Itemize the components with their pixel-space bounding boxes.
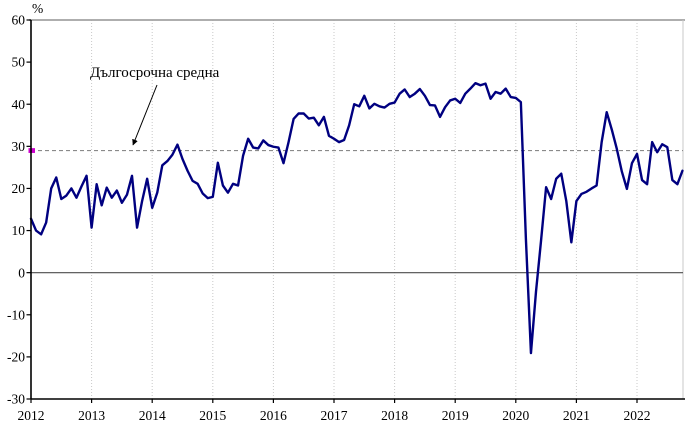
y-tick-label: -10 [7, 307, 25, 322]
y-tick-label: 60 [12, 13, 26, 28]
y-tick-label: 20 [12, 181, 26, 196]
x-tick-label: 2022 [624, 408, 651, 423]
x-tick-label: 2019 [442, 408, 469, 423]
x-tick-label: 2016 [260, 408, 287, 423]
x-tick-label: 2018 [381, 408, 408, 423]
plot-borders [29, 19, 685, 399]
indicator-series-line [29, 81, 684, 355]
x-tick-label: 2012 [18, 408, 45, 423]
annotation-arrow [132, 84, 158, 146]
y-axis-unit-label: % [32, 1, 43, 16]
x-tick-label: 2013 [78, 408, 105, 423]
long-term-average-line [28, 148, 683, 153]
x-tick-label: 2021 [563, 408, 590, 423]
y-tick-label: 0 [18, 265, 25, 280]
x-tick-label: 2020 [502, 408, 529, 423]
annotation-label: Дългосрочна средна [90, 65, 220, 81]
y-tick-label: -30 [7, 392, 25, 407]
tick-labels: 2012 2013 2014 2015 2016 2017 2018 2019 2020 2021… [7, 13, 651, 423]
y-tick-label: 40 [12, 97, 26, 112]
y-tick-label: 50 [12, 55, 26, 70]
x-tick-label: 2017 [321, 408, 348, 423]
y-tick-label: -20 [7, 349, 25, 364]
axes-and-ticks [26, 19, 685, 403]
x-tick-label: 2015 [199, 408, 226, 423]
y-tick-label: 10 [12, 223, 26, 238]
y-tick-label: 30 [12, 139, 26, 154]
x-tick-label: 2014 [139, 408, 166, 423]
